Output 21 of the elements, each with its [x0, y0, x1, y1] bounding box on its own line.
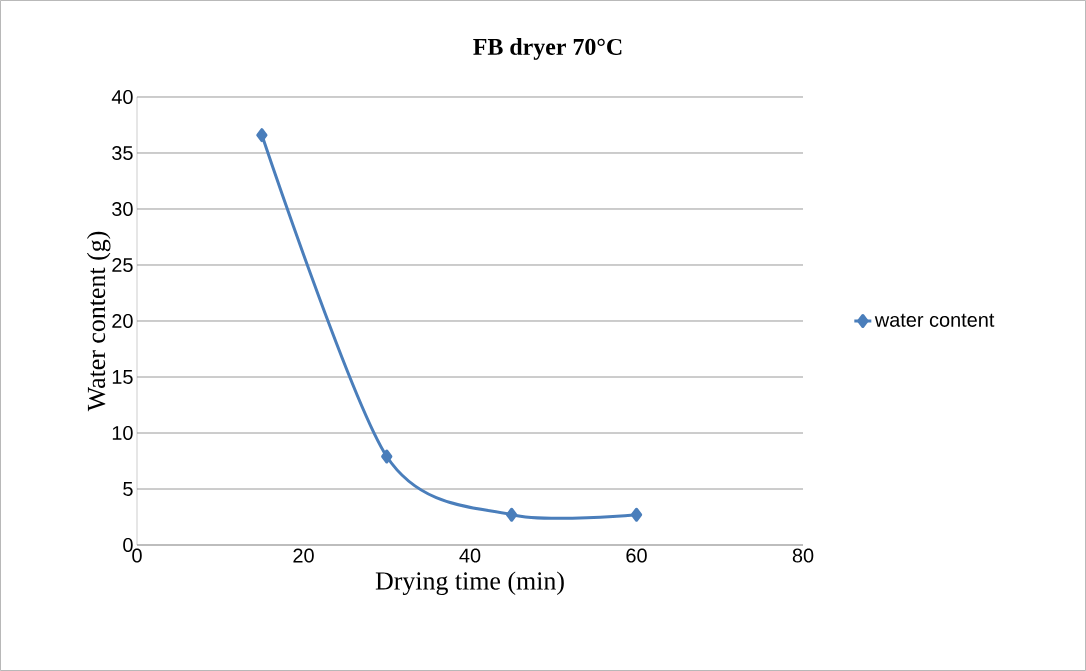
- point: [381, 449, 393, 464]
- legend-label: water content: [874, 313, 995, 327]
- point: [256, 128, 268, 143]
- y-tick-label: 40: [111, 89, 133, 105]
- y-tick-label: 20: [112, 313, 133, 329]
- y-tick-label: 0: [123, 537, 133, 553]
- y-tick-label: 35: [112, 145, 133, 161]
- y-tick-label: 10: [112, 425, 133, 441]
- x-tick-label: 40: [459, 548, 481, 563]
- point: [506, 507, 518, 522]
- y-axis-title: Water content (g): [86, 231, 111, 412]
- y-tick-label: 5: [123, 482, 133, 496]
- y-tick-label: 25: [112, 257, 133, 273]
- y-tick-label: 15: [112, 370, 133, 384]
- chart-title: FB dryer 70°C: [473, 38, 622, 60]
- x-axis-title: Drying time (min): [375, 571, 564, 596]
- point: [630, 507, 643, 522]
- x-tick-label: 80: [792, 548, 814, 563]
- y-tick-label: 30: [112, 201, 133, 217]
- x-tick-label: 20: [293, 548, 314, 563]
- x-tick-label: 60: [626, 548, 647, 563]
